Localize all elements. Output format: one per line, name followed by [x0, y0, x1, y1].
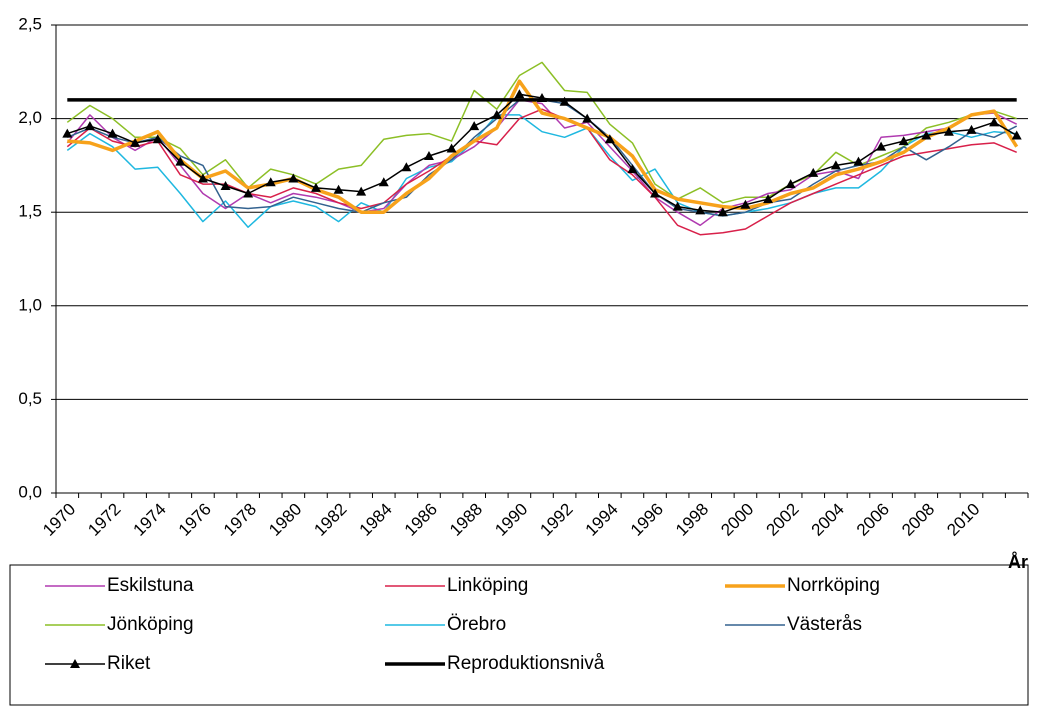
x-tick-label: 2002: [762, 500, 802, 540]
series-marker: [401, 162, 412, 172]
series-marker: [627, 164, 638, 174]
x-tick-label: 2010: [943, 500, 983, 540]
series-marker: [130, 137, 141, 147]
y-tick-label: 2,0: [18, 108, 42, 127]
series-marker: [378, 177, 389, 187]
series-marker: [898, 136, 909, 146]
x-tick-label: 1998: [672, 500, 712, 540]
series-marker: [989, 117, 1000, 127]
series-marker: [695, 205, 706, 215]
x-tick-label: 2008: [898, 500, 938, 540]
series-marker: [537, 93, 547, 103]
x-tick-label: 1988: [446, 500, 486, 540]
x-axis-title: År: [1008, 552, 1028, 572]
series-line: [66, 114, 1017, 228]
series-marker: [1011, 130, 1022, 140]
series-marker: [966, 124, 977, 134]
x-tick-label: 1980: [265, 500, 305, 540]
legend-label: Jönköping: [107, 614, 194, 635]
series-marker: [943, 126, 954, 136]
legend-marker: [70, 659, 80, 668]
series-marker: [356, 186, 367, 196]
series-marker: [107, 128, 118, 138]
series-line: [67, 79, 1019, 214]
series-marker: [763, 194, 774, 204]
series-marker: [717, 207, 728, 217]
legend-label: Riket: [107, 653, 151, 674]
x-tick-label: 1970: [39, 500, 79, 540]
series-marker: [921, 130, 932, 140]
y-tick-label: 2,5: [18, 14, 42, 33]
series-marker: [650, 188, 661, 198]
series-marker: [740, 199, 751, 209]
series-marker: [808, 167, 819, 177]
x-tick-label: 1972: [84, 500, 124, 540]
x-tick-label: 1976: [175, 500, 215, 540]
series-marker: [491, 109, 502, 119]
x-tick-label: 1990: [491, 500, 531, 540]
y-tick-label: 0,0: [18, 482, 42, 501]
series-marker: [830, 160, 841, 170]
series-marker: [853, 156, 864, 166]
series-marker: [84, 121, 95, 131]
x-tick-label: 1996: [627, 500, 667, 540]
x-tick-label: 1994: [582, 500, 622, 540]
series-line: [66, 61, 1017, 204]
series-marker: [582, 113, 593, 123]
series-marker: [310, 182, 321, 192]
x-tick-label: 1992: [536, 500, 576, 540]
series-marker: [446, 143, 457, 153]
series-marker: [333, 184, 344, 194]
series-marker: [62, 128, 73, 138]
y-tick-label: 0,5: [18, 389, 42, 408]
series-marker: [152, 134, 163, 144]
y-tick-label: 1,0: [18, 295, 42, 314]
x-tick-label: 1982: [310, 500, 350, 540]
x-tick-label: 2004: [808, 500, 848, 540]
y-tick-label: 1,5: [18, 202, 42, 221]
legend-label: Eskilstuna: [107, 575, 194, 596]
series-marker: [423, 151, 434, 161]
series-marker: [785, 179, 796, 189]
series-marker: [220, 180, 231, 190]
series-marker: [197, 173, 208, 183]
legend-label: Västerås: [787, 614, 862, 635]
series-marker: [604, 134, 615, 144]
legend-box: [9, 564, 1029, 706]
series-line: [66, 99, 1018, 227]
legend-label: Örebro: [447, 614, 506, 635]
series-marker: [559, 96, 570, 106]
series-marker: [469, 121, 480, 131]
legend-label: Linköping: [447, 575, 528, 596]
series-marker: [288, 173, 299, 183]
series-marker: [243, 188, 254, 198]
legend-label: Reproduktionsnivå: [447, 653, 605, 674]
x-tick-label: 1978: [220, 500, 260, 540]
series-marker: [672, 201, 683, 211]
series-marker: [175, 156, 186, 166]
series-marker: [514, 89, 525, 99]
series-marker: [265, 177, 276, 187]
x-tick-label: 2006: [853, 500, 893, 540]
x-tick-label: 1984: [356, 500, 396, 540]
x-tick-label: 1986: [401, 500, 441, 540]
x-tick-label: 2000: [717, 500, 757, 540]
series-marker: [876, 141, 887, 151]
legend-label: Norrköping: [787, 575, 880, 596]
x-tick-label: 1974: [130, 500, 170, 540]
